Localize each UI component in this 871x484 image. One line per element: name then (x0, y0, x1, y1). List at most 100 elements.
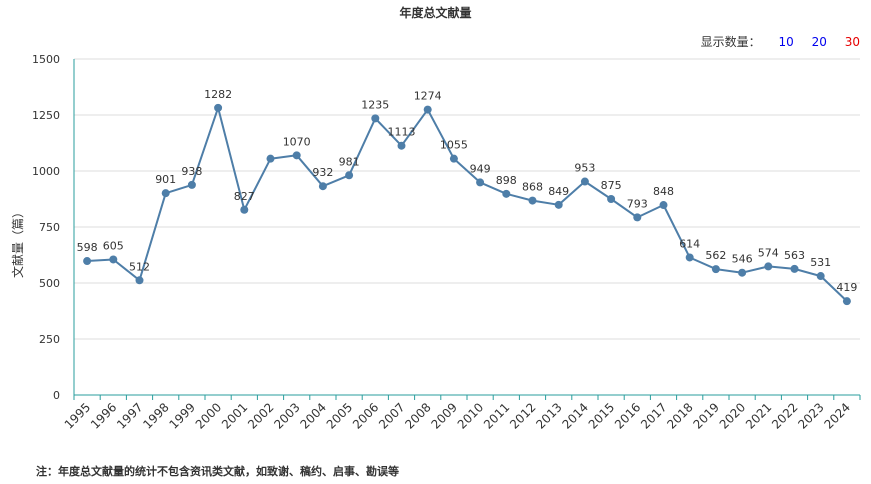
x-tick-label: 2017 (638, 400, 669, 431)
data-label: 793 (627, 197, 648, 210)
data-label: 938 (181, 165, 202, 178)
x-tick-label: 2010 (455, 400, 486, 431)
y-tick-label: 750 (39, 221, 60, 234)
data-label: 605 (103, 239, 124, 252)
x-tick-label: 1997 (114, 400, 145, 431)
x-tick-label: 2014 (560, 400, 591, 431)
x-tick-label: 2006 (350, 400, 381, 431)
data-label: 1055 (440, 139, 468, 152)
data-label: 531 (810, 256, 831, 269)
data-label: 875 (601, 179, 622, 192)
data-label: 868 (522, 181, 543, 194)
data-label: 848 (653, 185, 674, 198)
x-tick-label: 2008 (402, 400, 433, 431)
data-label: 546 (732, 253, 753, 266)
data-point[interactable] (633, 213, 642, 222)
data-label: 598 (77, 241, 98, 254)
y-tick-label: 1250 (32, 109, 60, 122)
data-point[interactable] (659, 201, 668, 210)
data-label: 981 (339, 155, 360, 168)
x-tick-label: 2009 (429, 400, 460, 431)
display-count-option-20[interactable]: 20 (811, 35, 827, 49)
data-point[interactable] (554, 200, 563, 209)
data-point[interactable] (685, 253, 694, 262)
data-label: 562 (705, 249, 726, 262)
data-point[interactable] (738, 268, 747, 277)
x-tick-label: 2021 (743, 400, 774, 431)
y-axis-title: 文献量（篇） (10, 206, 25, 278)
x-tick-label: 2023 (795, 400, 826, 431)
data-point[interactable] (161, 189, 170, 198)
data-point[interactable] (83, 257, 92, 266)
data-point[interactable] (371, 114, 380, 123)
x-tick-label: 1999 (167, 400, 198, 431)
x-tick-label: 1995 (62, 400, 93, 431)
data-point[interactable] (790, 264, 799, 273)
chart-title: 年度总文献量 (399, 6, 472, 20)
x-tick-label: 2020 (717, 400, 748, 431)
footnote: 注：年度总文献量的统计不包含资讯类文献，如致谢、稿约、启事、勘误等 (36, 465, 399, 478)
y-tick-label: 1500 (32, 53, 60, 66)
x-tick-label: 2022 (769, 400, 800, 431)
x-tick-label: 2004 (298, 400, 329, 431)
data-point[interactable] (187, 180, 196, 189)
data-label: 827 (234, 190, 255, 203)
data-label: 949 (470, 162, 491, 175)
data-point[interactable] (135, 276, 144, 285)
data-label: 1282 (204, 88, 232, 101)
x-tick-label: 2002 (245, 400, 276, 431)
x-tick-label: 2003 (271, 400, 302, 431)
data-label: 614 (679, 237, 700, 250)
data-point[interactable] (292, 151, 301, 160)
data-point[interactable] (476, 178, 485, 187)
data-point[interactable] (842, 297, 851, 306)
data-point[interactable] (607, 195, 616, 203)
data-point[interactable] (502, 189, 511, 198)
data-label: 1274 (414, 90, 442, 103)
x-tick-label: 2013 (533, 400, 564, 431)
display-count-option-10[interactable]: 10 (778, 35, 794, 49)
x-tick-label: 2000 (193, 400, 224, 431)
data-label: 932 (312, 166, 333, 179)
display-count-selector: 显示数量： 10 20 30 (701, 33, 860, 50)
data-label: 898 (496, 174, 517, 187)
data-label: 1235 (361, 98, 389, 111)
data-point[interactable] (109, 255, 118, 264)
data-point[interactable] (528, 196, 537, 205)
data-point[interactable] (397, 141, 406, 150)
x-tick-label: 2001 (219, 400, 250, 431)
x-tick-label: 1996 (88, 400, 119, 431)
x-tick-label: 2012 (507, 400, 538, 431)
data-label: 419 (836, 281, 857, 294)
series-line (87, 106, 848, 302)
display-count-option-30[interactable]: 30 (844, 35, 860, 49)
x-tick-label: 2015 (586, 400, 617, 431)
x-tick-label: 2011 (481, 400, 512, 431)
data-label: 574 (758, 246, 779, 259)
x-tick-label: 1998 (140, 400, 171, 431)
y-tick-label: 250 (39, 333, 60, 346)
y-tick-label: 500 (39, 277, 60, 290)
data-point[interactable] (240, 205, 249, 214)
data-point[interactable] (580, 177, 589, 186)
data-point[interactable] (764, 262, 773, 271)
y-tick-label: 1000 (32, 165, 60, 178)
data-point[interactable] (214, 103, 223, 112)
display-count-label: 显示数量： (700, 35, 761, 49)
data-label: 563 (784, 249, 805, 262)
data-point[interactable] (711, 265, 720, 274)
x-tick-label: 2016 (612, 400, 643, 431)
data-label: 1113 (388, 126, 416, 139)
data-point[interactable] (449, 154, 458, 163)
data-point[interactable] (266, 154, 275, 163)
data-point[interactable] (345, 171, 354, 180)
x-tick-label: 2007 (376, 400, 407, 431)
data-label: 901 (155, 173, 176, 186)
data-label: 953 (574, 162, 595, 175)
data-point[interactable] (816, 272, 825, 281)
x-tick-label: 2019 (691, 400, 722, 431)
data-point[interactable] (318, 182, 327, 191)
data-point[interactable] (423, 105, 432, 114)
y-tick-label: 0 (53, 389, 60, 402)
